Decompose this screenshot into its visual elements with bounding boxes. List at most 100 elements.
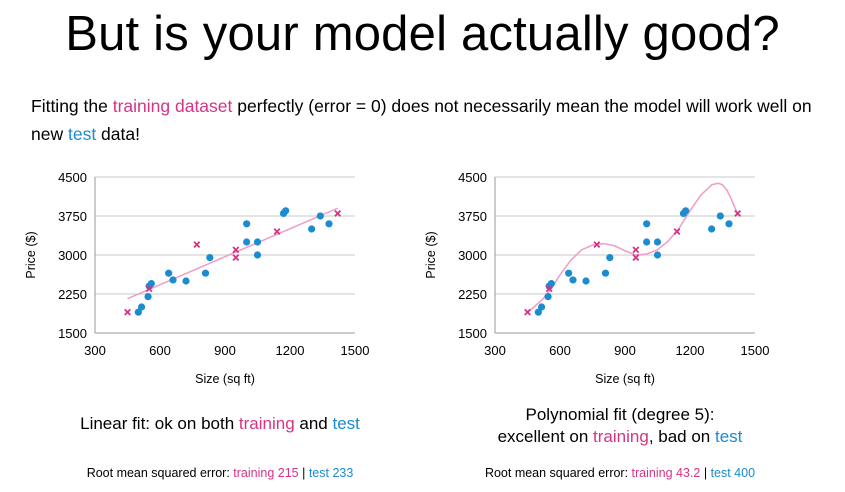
linear-test-point xyxy=(165,269,173,277)
linear-test-point xyxy=(316,212,324,220)
polynomial-test-point xyxy=(653,238,662,246)
intro-part-2: perfectly (error = 0) does not necessari… xyxy=(31,96,812,144)
linear-y-tick-label: 3750 xyxy=(58,209,87,224)
polynomial-caption-training: training xyxy=(593,427,649,446)
polynomial-test-point xyxy=(544,293,552,301)
polynomial-rmse: Root mean squared error: training 43.2 |… xyxy=(420,466,820,480)
linear-training-point xyxy=(124,308,131,316)
polynomial-test-point xyxy=(643,238,651,246)
polynomial-test-point xyxy=(569,276,577,284)
linear-test-point xyxy=(182,277,190,285)
polynomial-test-point xyxy=(725,220,733,228)
linear-caption-part-2: and xyxy=(294,414,333,433)
intro-part-1: Fitting the xyxy=(31,96,113,116)
polynomial-rmse-label: Root mean squared error: xyxy=(484,466,632,480)
linear-caption-training: training xyxy=(238,414,295,433)
linear-training-point xyxy=(273,228,281,236)
intro-text: Fitting the training dataset perfectly (… xyxy=(31,92,821,148)
polynomial-x-tick-label: 600 xyxy=(549,343,571,358)
intro-test-word: test xyxy=(67,124,97,144)
polynomial-fit-line xyxy=(527,182,739,313)
polynomial-caption-part-1: excellent on xyxy=(497,427,594,446)
linear-x-tick-label: 1500 xyxy=(341,343,370,358)
polynomial-caption-test: test xyxy=(714,427,743,446)
polynomial-test-point xyxy=(537,303,546,311)
linear-test-point xyxy=(308,225,316,233)
polynomial-test-point xyxy=(653,251,662,259)
polynomial-x-tick-label: 300 xyxy=(484,343,506,358)
linear-training-point xyxy=(232,254,240,262)
linear-test-point xyxy=(243,238,251,246)
polynomial-fit-caption: Polynomial fit (degree 5): excellent on t… xyxy=(420,404,820,448)
linear-x-tick-label: 300 xyxy=(84,343,106,358)
polynomial-y-axis-label: Price ($) xyxy=(424,231,438,278)
slide-title: But is your model actually good? xyxy=(65,7,780,61)
polynomial-test-point xyxy=(643,220,651,228)
linear-rmse: Root mean squared error: training 215 | … xyxy=(20,466,420,480)
polynomial-caption-part-2: , bad on xyxy=(648,427,715,446)
polynomial-x-tick-label: 1200 xyxy=(676,343,705,358)
polynomial-test-point xyxy=(534,308,542,316)
linear-test-point xyxy=(147,280,155,288)
linear-y-tick-label: 1500 xyxy=(58,326,87,341)
linear-test-point xyxy=(169,276,177,284)
linear-y-axis-label: Price ($) xyxy=(24,231,38,278)
intro-part-3: data! xyxy=(96,124,140,144)
polynomial-y-tick-label: 1500 xyxy=(458,326,487,341)
linear-x-tick-label: 1200 xyxy=(276,343,305,358)
linear-training-point xyxy=(145,285,153,293)
polynomial-rmse-training: training 43.2 xyxy=(631,466,701,480)
linear-training-point xyxy=(193,241,201,249)
polynomial-y-tick-label: 2250 xyxy=(458,287,487,302)
linear-test-point xyxy=(325,220,333,228)
polynomial-training-point xyxy=(524,308,531,316)
polynomial-training-point xyxy=(734,209,742,217)
linear-test-point xyxy=(282,207,290,215)
linear-test-point xyxy=(206,254,214,262)
linear-test-point xyxy=(134,308,142,316)
linear-caption-test: test xyxy=(332,414,360,433)
polynomial-training-point xyxy=(673,228,681,236)
linear-y-tick-label: 2250 xyxy=(58,287,87,302)
linear-test-point xyxy=(243,220,251,228)
polynomial-y-tick-label: 4500 xyxy=(458,170,487,185)
polynomial-training-point xyxy=(593,241,601,249)
polynomial-test-point xyxy=(708,225,716,233)
polynomial-rmse-separator: | xyxy=(700,466,711,480)
linear-x-axis-label: Size (sq ft) xyxy=(195,372,255,386)
polynomial-test-point xyxy=(606,254,614,262)
linear-test-point xyxy=(201,269,210,277)
polynomial-training-point xyxy=(632,254,640,262)
linear-rmse-test: test 233 xyxy=(308,466,354,480)
polynomial-x-tick-label: 900 xyxy=(614,343,636,358)
polynomial-y-tick-label: 3000 xyxy=(458,248,487,263)
polynomial-test-point xyxy=(682,207,690,215)
linear-x-tick-label: 900 xyxy=(214,343,236,358)
linear-caption-part-1: Linear fit: ok on both xyxy=(80,414,239,433)
linear-test-point xyxy=(144,293,152,301)
linear-y-tick-label: 4500 xyxy=(58,170,87,185)
polynomial-test-point xyxy=(547,280,555,288)
linear-training-point xyxy=(232,246,240,254)
polynomial-test-point xyxy=(565,269,573,277)
polynomial-test-point xyxy=(716,212,724,220)
polynomial-training-point xyxy=(632,246,640,254)
polynomial-caption-line-2: excellent on training, bad on test xyxy=(420,426,820,448)
polynomial-test-point xyxy=(582,277,590,285)
linear-rmse-label: Root mean squared error: xyxy=(86,466,234,480)
linear-test-point xyxy=(137,303,146,311)
linear-x-tick-label: 600 xyxy=(149,343,171,358)
polynomial-caption-line-1: Polynomial fit (degree 5): xyxy=(525,405,715,424)
polynomial-y-tick-label: 3750 xyxy=(458,209,487,224)
linear-test-point xyxy=(253,251,262,259)
linear-fit-line xyxy=(127,207,339,300)
linear-fit-caption: Linear fit: ok on both training and test xyxy=(20,413,420,435)
linear-rmse-training: training 215 xyxy=(233,466,299,480)
polynomial-training-point xyxy=(545,285,553,293)
intro-training-word: training dataset xyxy=(112,96,233,116)
linear-rmse-separator: | xyxy=(298,466,309,480)
polynomial-x-tick-label: 1500 xyxy=(741,343,770,358)
polynomial-rmse-test: test 400 xyxy=(710,466,756,480)
polynomial-x-axis-label: Size (sq ft) xyxy=(595,372,655,386)
linear-fit-chart: 1500 2250 3000 3750 4500 300 600 900 1200 1500 Siz… xyxy=(24,170,370,386)
